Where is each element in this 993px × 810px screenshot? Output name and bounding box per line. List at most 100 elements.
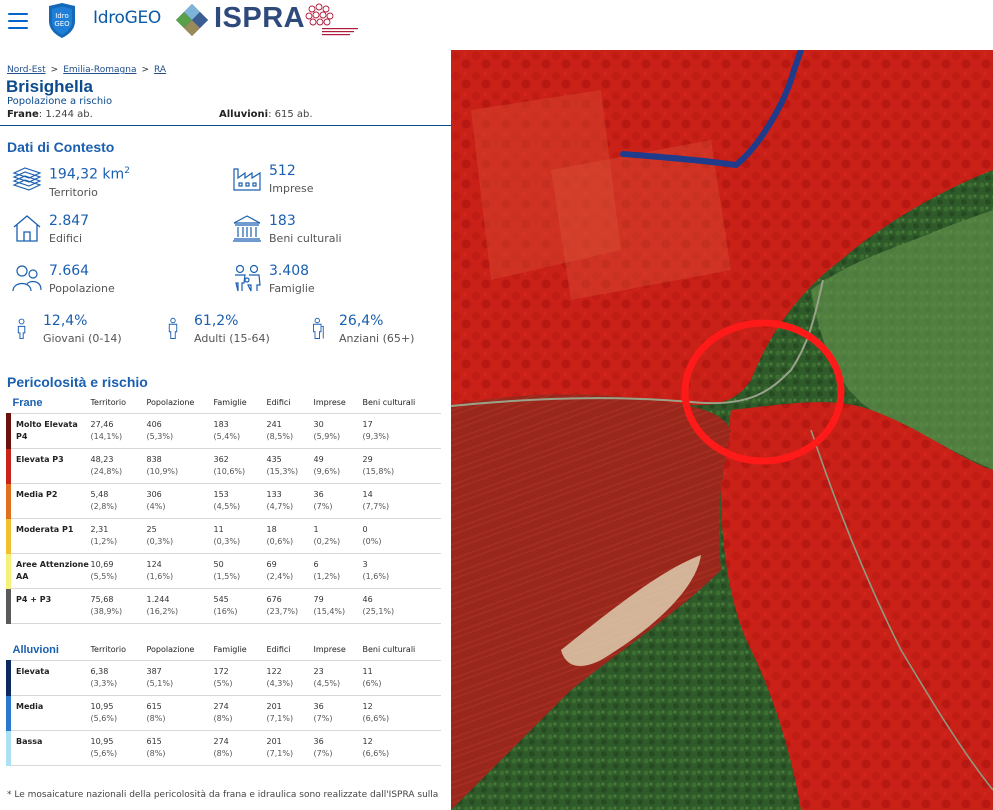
cell-value: 10,69	[90, 559, 114, 569]
breadcrumb: Nord-Est > Emilia-Romagna > RA	[7, 65, 167, 75]
alluvioni-cell: 10,95 (5,6%)	[90, 694, 147, 730]
breadcrumb-nord-est[interactable]: Nord-Est	[7, 65, 46, 75]
alluvioni-cell: 36 (7%)	[313, 694, 363, 730]
org-name: ISPRA	[214, 2, 306, 34]
cell-value: 6	[313, 559, 319, 569]
idrogeo-shield-logo[interactable]: Idro GEO	[47, 3, 77, 38]
cell-percent: (1,2%)	[313, 571, 341, 581]
edifici-label: Edifici	[49, 232, 83, 245]
cell-percent: (0,2%)	[313, 536, 341, 546]
cell-percent: (0,6%)	[266, 536, 294, 546]
map-meadow	[811, 210, 993, 470]
cell-value: 12	[362, 701, 373, 711]
frane-cell: 435 (15,3%)	[266, 447, 314, 483]
frane-cell: 18 (0,6%)	[266, 517, 314, 553]
map-highlight-circle[interactable]	[681, 319, 845, 465]
menu-icon[interactable]	[8, 13, 28, 29]
cell-value: 23	[313, 666, 324, 676]
cell-percent: (7%)	[313, 501, 333, 511]
house-icon	[13, 215, 41, 242]
frane-row: P4 + P3 75,68 (38,9%) 1.244 (16,2%) 545 (16%) 6…	[6, 587, 441, 624]
cell-value: 435	[266, 454, 282, 464]
cell-percent: (8%)	[213, 713, 233, 723]
map-river-line	[620, 50, 804, 168]
cell-percent: (1,5%)	[213, 571, 241, 581]
cell-percent: (15,3%)	[266, 466, 299, 476]
cell-percent: (1,6%)	[362, 571, 390, 581]
alluvioni-col-header: Popolazione	[146, 645, 195, 655]
frane-col-header: Territorio	[90, 398, 127, 408]
cell-percent: (7,1%)	[266, 748, 294, 758]
frane-cell: 3 (1,6%)	[362, 552, 441, 588]
breadcrumb-emilia-romagna[interactable]: Emilia-Romagna	[63, 65, 137, 75]
alluvioni-col-header: Beni culturali	[362, 645, 416, 655]
stat-famiglie: 3.408 Famiglie	[231, 263, 315, 297]
cell-percent: (5,9%)	[313, 431, 341, 441]
frane-cell: 2,31 (1,2%)	[90, 517, 147, 553]
frane-col-header: Edifici	[266, 398, 291, 408]
cell-percent: (5,3%)	[146, 431, 174, 441]
ispra-logo-icon[interactable]	[174, 2, 210, 38]
frane-cell: 29 (15,8%)	[362, 447, 441, 483]
elder-icon	[313, 317, 324, 339]
cell-percent: (6,6%)	[362, 748, 390, 758]
frane-row-label: Molto Elevata P4	[6, 412, 91, 448]
cell-value: 2,31	[90, 524, 109, 534]
cell-value: 10,95	[90, 701, 114, 711]
frane-row: Media P2 5,48 (2,8%) 306 (4%) 153 (4,5%) 133 (4,…	[6, 482, 441, 518]
footnote: * Le mosaicature nazionali della pericol…	[7, 790, 439, 800]
cell-value: 0	[362, 524, 368, 534]
stat-popolazione: 7.664 Popolazione	[11, 263, 115, 297]
map-hazard-zone-left	[451, 394, 731, 810]
frane-cell: 838 (10,9%)	[146, 447, 214, 483]
frane-cell: 36 (7%)	[313, 482, 363, 518]
cell-percent: (3,3%)	[90, 678, 118, 688]
frane-row-label: P4 + P3	[6, 587, 91, 624]
app-name[interactable]: IdroGEO	[93, 8, 162, 28]
frane-col-header: Beni culturali	[362, 398, 416, 408]
cell-percent: (14,1%)	[90, 431, 123, 441]
cell-value: 241	[266, 419, 282, 429]
family-icon	[235, 264, 261, 292]
alluvioni-cell: 6,38 (3,3%)	[90, 659, 147, 695]
frane-cell: 79 (15,4%)	[313, 587, 363, 624]
cell-percent: (5,4%)	[213, 431, 241, 441]
alluvioni-cell: 387 (5,1%)	[146, 659, 214, 695]
alluvioni-col-header: Imprese	[313, 645, 346, 655]
frane-row-label: Aree Attenzione AA	[6, 552, 91, 588]
snpa-logo-icon[interactable]	[304, 2, 362, 38]
territorio-label: Territorio	[49, 185, 98, 199]
breadcrumb-ra[interactable]: RA	[154, 65, 167, 75]
cell-value: 201	[266, 701, 282, 711]
frane-cell: 69 (2,4%)	[266, 552, 314, 588]
cell-percent: (5,5%)	[90, 571, 118, 581]
cell-value: 30	[313, 419, 324, 429]
cell-value: 615	[146, 701, 162, 711]
giovani-label: Giovani (0-14)	[43, 332, 122, 345]
people-icon	[12, 265, 42, 292]
shield-top-text: Idro	[55, 12, 69, 20]
cell-percent: (8%)	[146, 748, 166, 758]
cell-percent: (5,6%)	[90, 713, 118, 723]
frane-cell: 306 (4%)	[146, 482, 214, 518]
frane-col-header: Popolazione	[146, 398, 195, 408]
map-view[interactable]	[451, 50, 993, 810]
alluvioni-row-label: Media	[6, 694, 91, 730]
popolazione-value: 7.664	[49, 263, 90, 279]
cell-value: 1	[313, 524, 319, 534]
giovani-value: 12,4%	[43, 313, 88, 329]
frane-row: Elevata P3 48,23 (24,8%) 838 (10,9%) 362 (10,6…	[6, 447, 441, 483]
famiglie-label: Famiglie	[269, 282, 315, 295]
beni-label: Beni culturali	[269, 232, 342, 245]
adult-icon	[168, 317, 178, 339]
cell-value: 306	[146, 489, 162, 499]
frane-row-label: Moderata P1	[6, 517, 91, 553]
cell-value: 274	[213, 701, 229, 711]
adulti-value: 61,2%	[194, 313, 239, 329]
cell-percent: (8%)	[213, 748, 233, 758]
cell-value: 50	[213, 559, 224, 569]
frane-cell: 1.244 (16,2%)	[146, 587, 214, 624]
cell-value: 11	[362, 666, 373, 676]
cell-percent: (38,9%)	[90, 606, 123, 616]
cell-value: 36	[313, 489, 324, 499]
